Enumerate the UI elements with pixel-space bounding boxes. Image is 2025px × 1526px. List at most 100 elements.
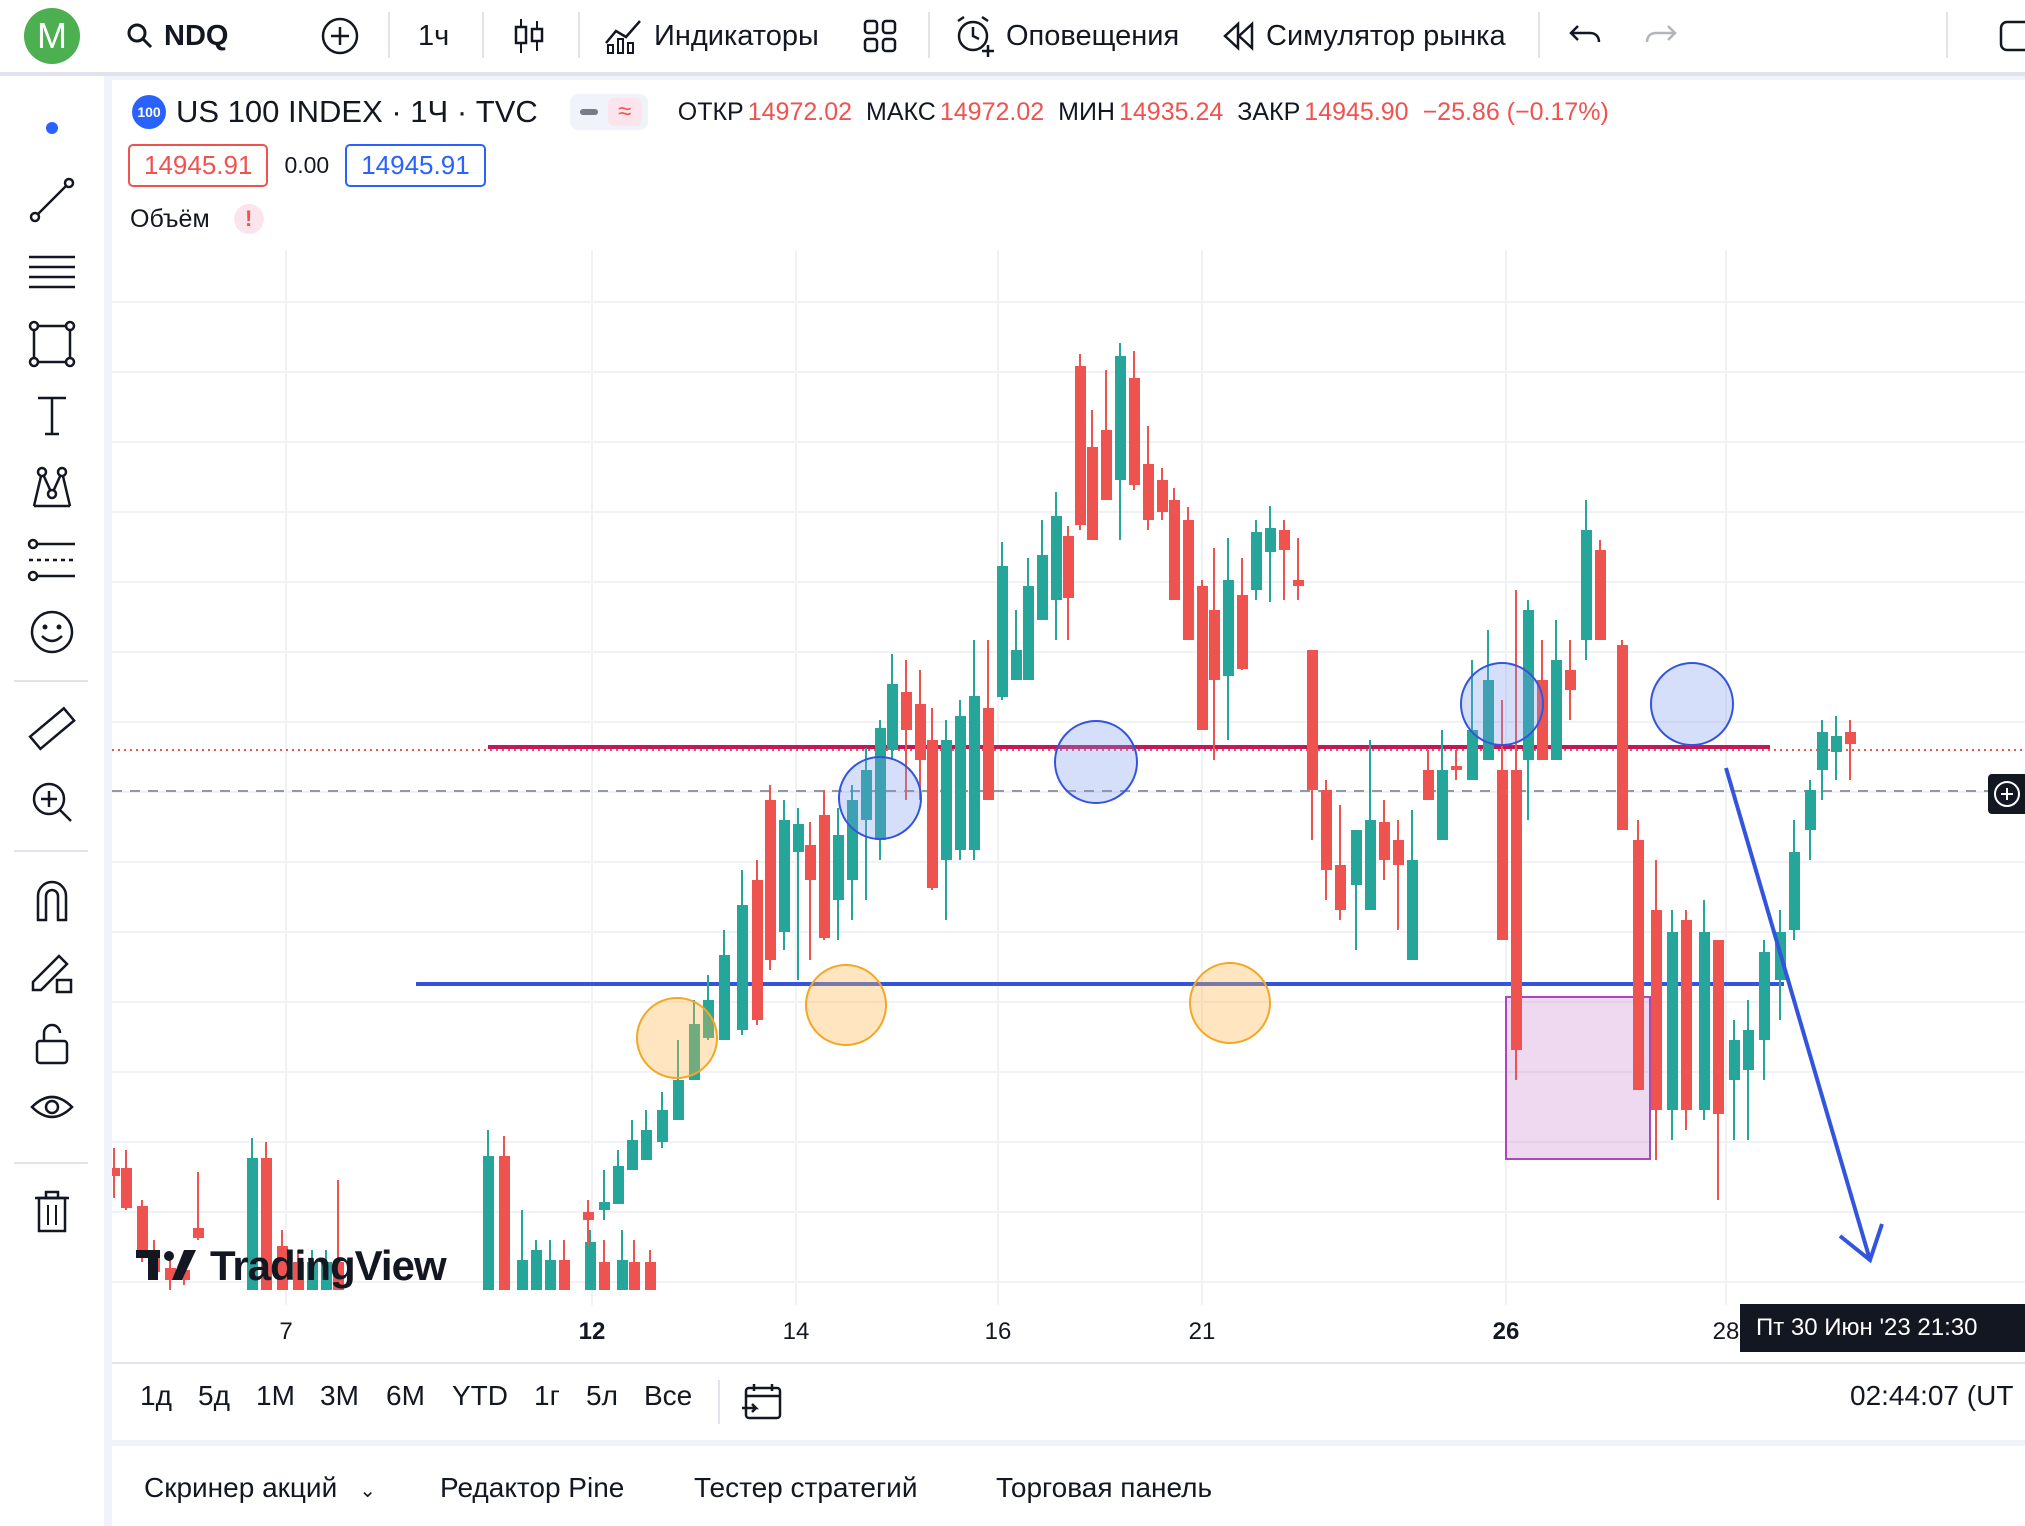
pencil-lock-icon (31, 954, 73, 994)
eye-icon (30, 1095, 74, 1119)
range-button[interactable]: 5д (198, 1380, 230, 1411)
chart-type-button[interactable] (512, 0, 546, 72)
warning-icon[interactable]: ! (233, 204, 264, 234)
cursor-tool[interactable] (26, 102, 78, 154)
symbol-badge: 100 (132, 95, 166, 129)
range-button[interactable]: 1г (534, 1380, 560, 1411)
ruler-tool[interactable] (26, 704, 78, 756)
prediction-tool[interactable] (26, 534, 78, 586)
range-button[interactable]: 1д (140, 1380, 172, 1411)
price-chart[interactable] (112, 80, 2025, 1440)
candle-body (1265, 528, 1276, 552)
resistance-touch-circle (1650, 662, 1734, 746)
candle-body (1565, 670, 1576, 690)
candle-body (1037, 555, 1048, 620)
candle-body (847, 800, 858, 880)
candle-body (1063, 536, 1074, 598)
legend-toggle[interactable]: ≈ (569, 94, 648, 130)
buy-price-button[interactable]: 14945.91 (345, 144, 486, 187)
redo-icon (1645, 25, 1677, 43)
tab-trading-panel[interactable]: Торговая панель (996, 1472, 1213, 1503)
candle-body (629, 1262, 640, 1290)
fib-lines-icon (29, 255, 75, 289)
smiley-icon (30, 610, 74, 654)
tab-pine-editor[interactable]: Редактор Pine (440, 1472, 625, 1503)
candle-body (805, 845, 816, 880)
lock-drawings-tool[interactable] (26, 1018, 78, 1070)
candle-body (277, 1246, 288, 1290)
compare-symbol-button[interactable] (320, 0, 360, 72)
magnet-tool[interactable] (26, 874, 78, 926)
bar-replay-button[interactable]: Симулятор рынка (1222, 0, 1506, 72)
tab-stock-screener[interactable]: Скринер акций ⌄ (144, 1472, 376, 1503)
candle-body (1169, 500, 1180, 600)
user-avatar[interactable]: M (24, 8, 80, 64)
range-button[interactable]: 3М (320, 1380, 359, 1411)
drawing-toolbar (0, 76, 104, 1526)
text-icon (38, 396, 66, 436)
interval-button[interactable]: 1ч (418, 19, 450, 52)
time-axis[interactable]: 7 12 14 16 21 26 28 (112, 1318, 2025, 1368)
undo-button[interactable] (1568, 0, 1602, 72)
time-tick-label: 16 (984, 1318, 1012, 1345)
candle-body (861, 770, 872, 820)
fullscreen-button[interactable] (1998, 0, 2025, 72)
tab-strategy-tester[interactable]: Тестер стратегий (694, 1472, 918, 1503)
candle-body (307, 1262, 318, 1290)
range-button[interactable]: Все (644, 1380, 693, 1411)
candle-body (333, 1262, 344, 1290)
candle-body (321, 1262, 332, 1290)
candle-body (1523, 610, 1534, 760)
forecast-arrow-line (1724, 767, 1872, 1261)
alerts-button[interactable]: Оповещения (954, 0, 1179, 72)
candle-body (765, 800, 776, 960)
stay-drawing-tool[interactable] (26, 946, 78, 998)
candle-body (779, 820, 790, 932)
candle-body (1817, 732, 1828, 770)
toolbar-divider (14, 850, 88, 852)
candle-body (1051, 516, 1062, 600)
zoom-in-tool[interactable] (26, 776, 78, 828)
range-button[interactable]: YTD (452, 1380, 508, 1411)
candle-body (1157, 480, 1168, 512)
candle-body (1805, 790, 1816, 830)
remove-drawings-tool[interactable] (26, 1186, 78, 1238)
emoji-tool[interactable] (26, 606, 78, 658)
candle-body (1115, 356, 1126, 480)
candle-body (293, 1262, 304, 1290)
range-button[interactable]: 6М (386, 1380, 425, 1411)
layouts-button[interactable] (862, 0, 898, 72)
symbol-search-button[interactable]: NDQ (126, 0, 228, 72)
plus-circle-icon (321, 17, 359, 55)
candle-body (559, 1260, 570, 1290)
rectangle-tool[interactable] (26, 318, 78, 370)
range-button[interactable]: 5л (586, 1380, 618, 1411)
candle-body (1595, 550, 1606, 640)
fib-tool[interactable] (26, 246, 78, 298)
candle-body (1831, 736, 1842, 752)
time-tick-label: 28 (1712, 1318, 1740, 1345)
volume-legend[interactable]: Объём ! (130, 204, 264, 234)
plus-circle-icon (1993, 781, 2020, 807)
candle-body (1393, 840, 1404, 865)
candle-body (1011, 650, 1022, 680)
range-button[interactable]: 1М (256, 1380, 295, 1411)
candle-body (531, 1250, 542, 1290)
pattern-tool[interactable] (26, 462, 78, 514)
time-tick-label: 26 (1492, 1318, 1520, 1345)
candle-body (121, 1168, 132, 1208)
symbol-title[interactable]: US 100 INDEX · 1Ч · TVC (176, 94, 538, 129)
chart-legend: 100 US 100 INDEX · 1Ч · TVC ≈ ОТКР 14972… (132, 94, 1609, 130)
crosshair-add-button[interactable] (1988, 774, 2025, 814)
redo-button[interactable] (1644, 0, 1678, 72)
hide-drawings-tool[interactable] (26, 1084, 78, 1136)
text-tool[interactable] (26, 390, 78, 442)
chart-pane[interactable]: 100 US 100 INDEX · 1Ч · TVC ≈ ОТКР 14972… (112, 80, 2025, 1440)
indicators-button[interactable]: Индикаторы (604, 0, 819, 72)
unlock-icon (35, 1023, 69, 1065)
trend-line-tool[interactable] (26, 174, 78, 226)
goto-date-button[interactable] (740, 1382, 784, 1427)
sell-price-button[interactable]: 14945.91 (128, 144, 269, 187)
chart-clock[interactable]: 02:44:07 (UT (1850, 1380, 2014, 1411)
candle-body (819, 815, 830, 938)
